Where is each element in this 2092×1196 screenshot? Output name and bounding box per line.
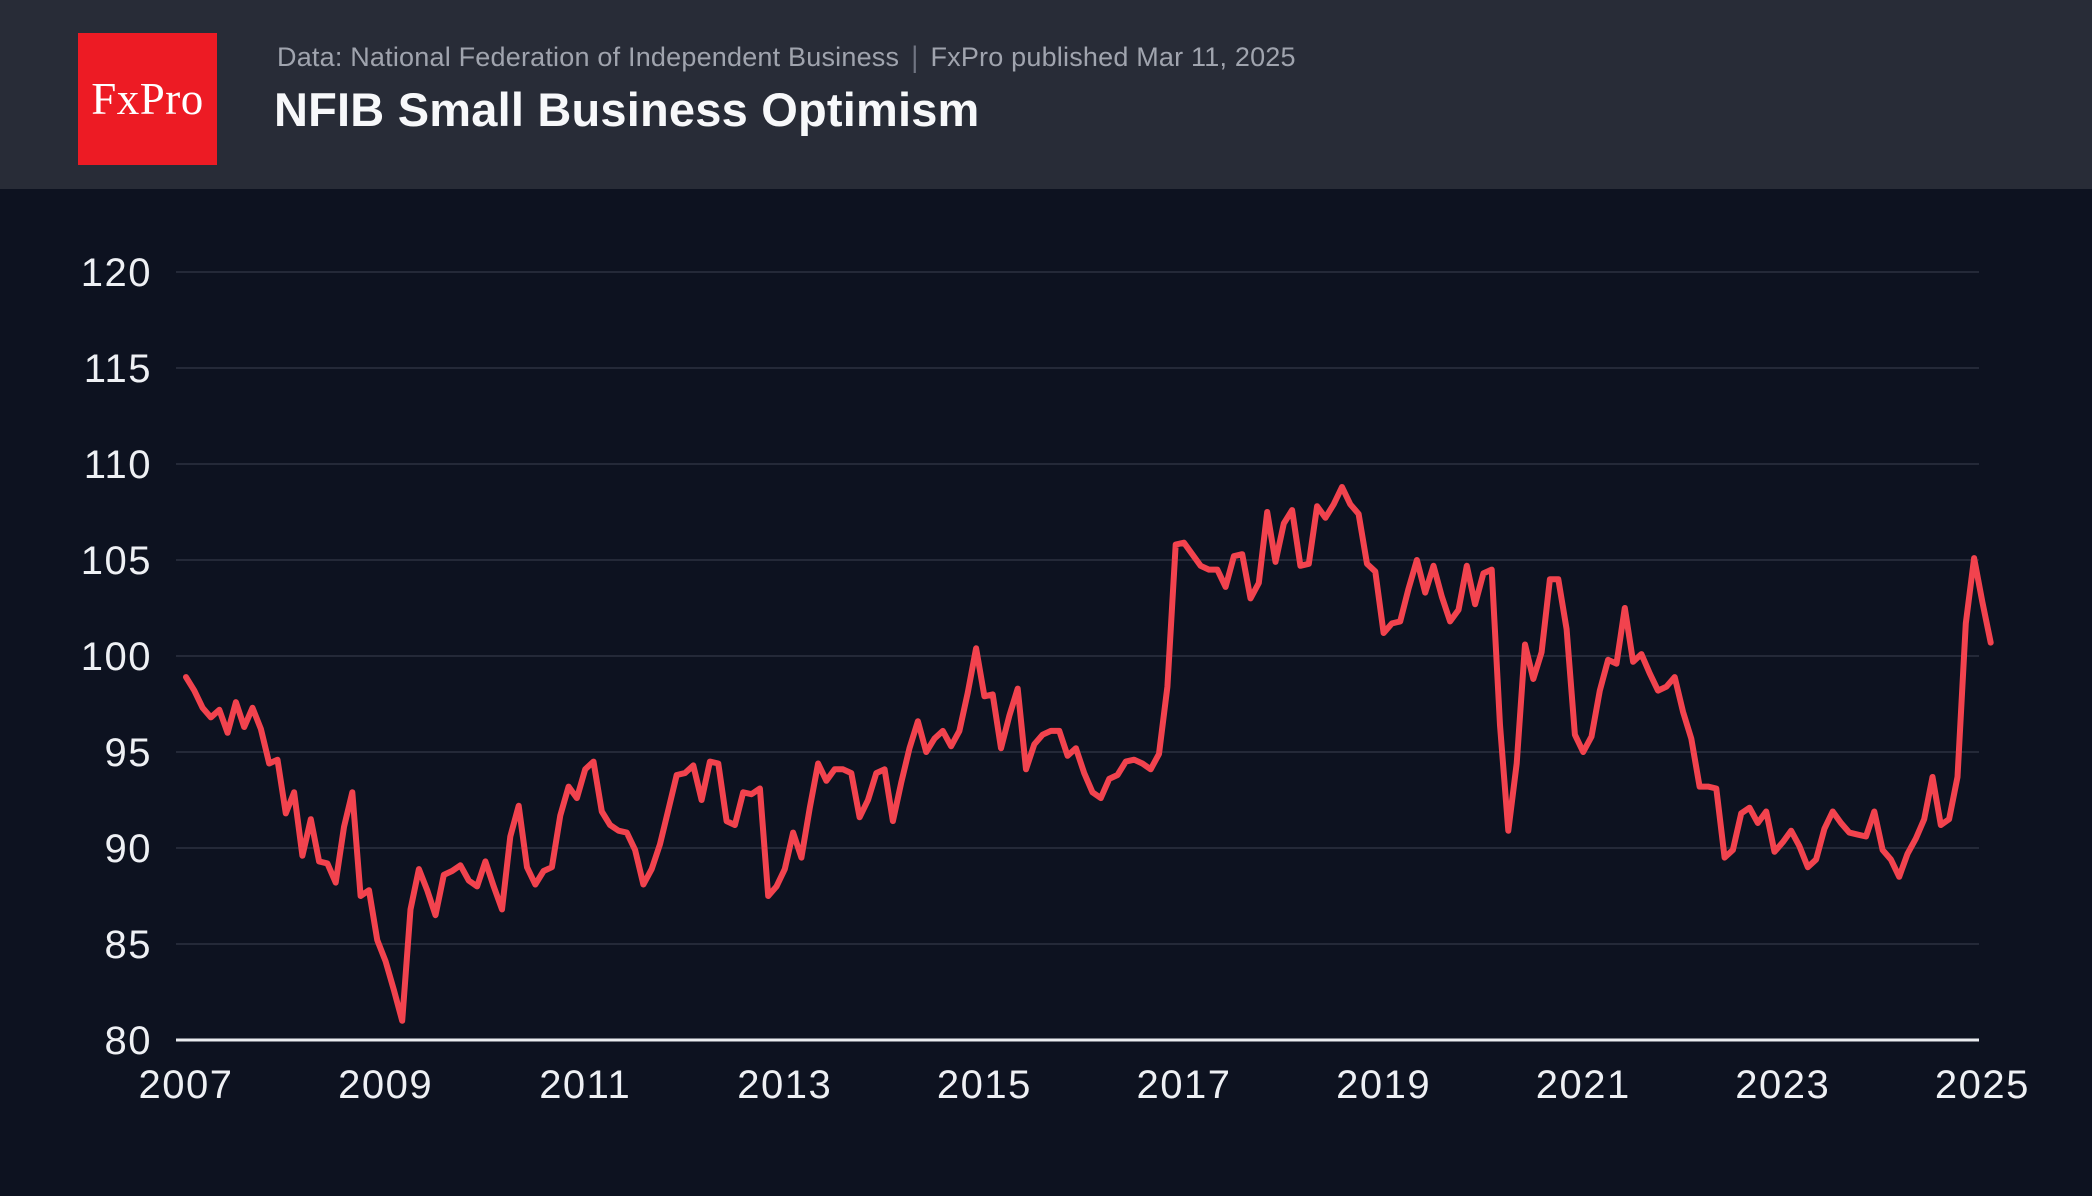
- page-title: NFIB Small Business Optimism: [274, 83, 980, 136]
- y-tick-label-120: 120: [81, 251, 152, 295]
- y-tick-label-80: 80: [105, 1019, 153, 1063]
- x-tick-label-2023: 2023: [1735, 1063, 1830, 1107]
- y-tick-label-85: 85: [105, 923, 153, 967]
- published-text: FxPro published Mar 11, 2025: [930, 42, 1296, 72]
- y-tick-label-95: 95: [105, 731, 153, 775]
- fxpro-logo-text: FxPro: [91, 74, 204, 124]
- x-tick-label-2019: 2019: [1336, 1063, 1431, 1107]
- y-tick-label-90: 90: [105, 827, 153, 871]
- y-tick-label-110: 110: [84, 443, 152, 487]
- x-tick-label-2015: 2015: [937, 1063, 1032, 1107]
- y-tick-label-105: 105: [81, 539, 152, 583]
- y-tick-label-100: 100: [81, 635, 152, 679]
- header: FxPro Data: National Federation of Indep…: [0, 0, 2092, 189]
- x-tick-label-2021: 2021: [1536, 1063, 1631, 1107]
- x-tick-label-2009: 2009: [338, 1063, 433, 1107]
- x-tick-label-2011: 2011: [539, 1063, 631, 1107]
- chart-source-line: Data: National Federation of Independent…: [277, 40, 1296, 74]
- x-tick-label-2007: 2007: [139, 1063, 234, 1107]
- x-tick-label-2025: 2025: [1935, 1063, 2030, 1107]
- data-source-text: Data: National Federation of Independent…: [277, 42, 900, 72]
- x-tick-label-2013: 2013: [737, 1063, 832, 1107]
- fxpro-logo: FxPro: [78, 33, 217, 165]
- y-tick-label-115: 115: [84, 347, 152, 391]
- x-tick-label-2017: 2017: [1137, 1063, 1232, 1107]
- source-separator: |: [911, 40, 919, 74]
- optimism-line-series: [183, 484, 1994, 1024]
